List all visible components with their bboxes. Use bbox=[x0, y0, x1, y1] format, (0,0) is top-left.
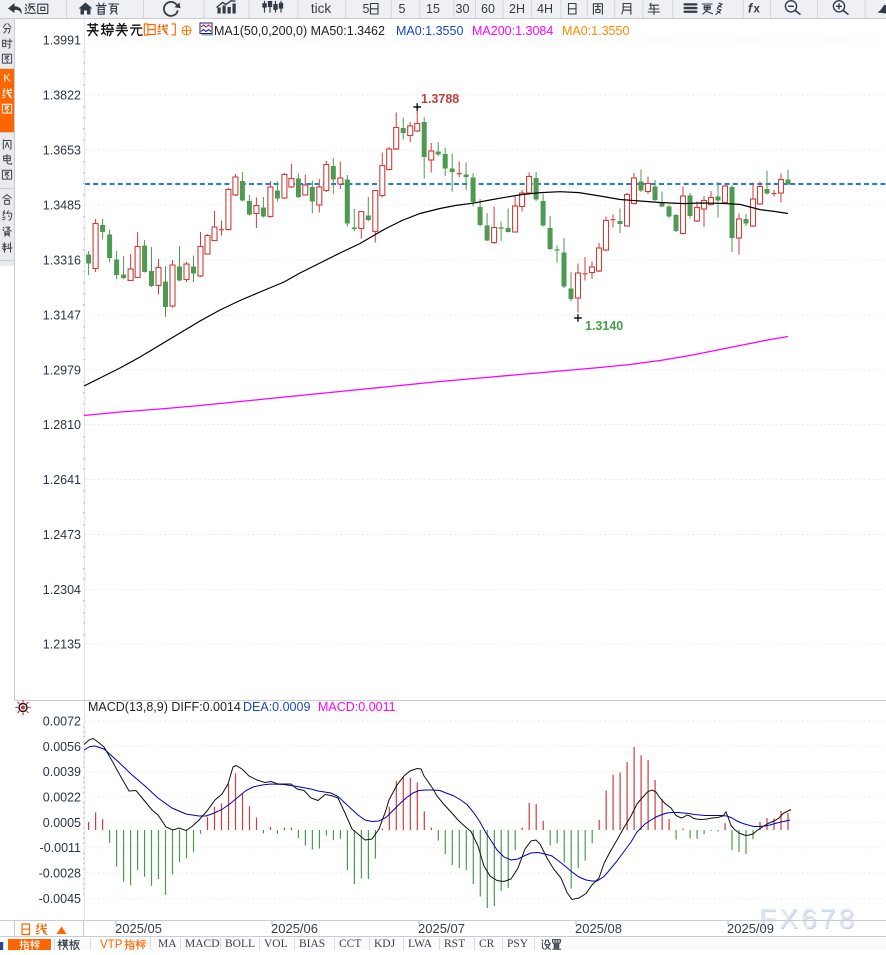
svg-text:CR: CR bbox=[479, 938, 495, 950]
svg-text:LWA: LWA bbox=[408, 938, 433, 950]
svg-text:FX678: FX678 bbox=[759, 903, 858, 934]
svg-text:5: 5 bbox=[399, 2, 406, 16]
svg-text:MA200:1.3084: MA200:1.3084 bbox=[472, 24, 553, 38]
svg-text:DEA:0.0009: DEA:0.0009 bbox=[243, 700, 310, 714]
svg-text:1.2473: 1.2473 bbox=[43, 528, 81, 542]
svg-text:BOLL: BOLL bbox=[225, 938, 255, 950]
svg-text:1.3316: 1.3316 bbox=[43, 254, 81, 268]
svg-text:1.3653: 1.3653 bbox=[43, 144, 81, 158]
svg-text:0.0039: 0.0039 bbox=[43, 765, 81, 779]
svg-text:MACD(13,8,9) DIFF:0.0014: MACD(13,8,9) DIFF:0.0014 bbox=[88, 700, 241, 714]
svg-text:5: 5 bbox=[363, 2, 370, 16]
svg-text:4H: 4H bbox=[537, 2, 553, 16]
svg-text:0.0005: 0.0005 bbox=[43, 816, 81, 830]
svg-text:1.3991: 1.3991 bbox=[43, 34, 81, 48]
svg-text:tick: tick bbox=[311, 1, 332, 16]
svg-text:K: K bbox=[3, 73, 11, 85]
svg-text:1.2979: 1.2979 bbox=[43, 364, 81, 378]
svg-text:1.2135: 1.2135 bbox=[43, 638, 81, 652]
svg-text:2025/05: 2025/05 bbox=[115, 921, 162, 936]
svg-text:0.0022: 0.0022 bbox=[43, 791, 81, 805]
svg-text:60: 60 bbox=[481, 2, 495, 16]
svg-text:FX678: FX678 bbox=[760, 904, 859, 935]
svg-text:x: x bbox=[754, 4, 761, 16]
svg-text:MACD:0.0011: MACD:0.0011 bbox=[318, 700, 396, 714]
svg-text:15: 15 bbox=[426, 2, 440, 16]
svg-text:VOL: VOL bbox=[264, 938, 288, 950]
svg-text:-0.0011: -0.0011 bbox=[40, 841, 82, 855]
svg-text:1.3822: 1.3822 bbox=[43, 89, 81, 103]
svg-text:1.3140: 1.3140 bbox=[585, 319, 623, 333]
svg-text:0.0072: 0.0072 bbox=[43, 715, 81, 729]
svg-text:CCT: CCT bbox=[339, 938, 361, 950]
svg-text:PSY: PSY bbox=[507, 938, 529, 950]
svg-text:f: f bbox=[748, 2, 754, 16]
svg-text:VTP: VTP bbox=[100, 939, 123, 950]
svg-text:2H: 2H bbox=[509, 2, 525, 16]
svg-text:MA0:1.3550: MA0:1.3550 bbox=[396, 24, 463, 38]
svg-text:1.3788: 1.3788 bbox=[421, 92, 459, 106]
svg-text:1.3147: 1.3147 bbox=[43, 309, 81, 323]
svg-text:1.2810: 1.2810 bbox=[43, 418, 81, 432]
svg-text:KDJ: KDJ bbox=[374, 938, 396, 950]
svg-text:MA1(50,0,200,0) MA50:1.3462: MA1(50,0,200,0) MA50:1.3462 bbox=[214, 24, 385, 38]
svg-text:RST: RST bbox=[444, 938, 465, 950]
svg-text:1.3485: 1.3485 bbox=[43, 199, 81, 213]
svg-text:MACD: MACD bbox=[185, 938, 220, 950]
svg-text:-0.0028: -0.0028 bbox=[39, 867, 81, 881]
svg-text:BIAS: BIAS bbox=[299, 938, 325, 950]
svg-text:0.0056: 0.0056 bbox=[43, 740, 81, 754]
svg-text:MA0:1.3550: MA0:1.3550 bbox=[562, 24, 629, 38]
svg-text:1.2304: 1.2304 bbox=[43, 583, 81, 597]
svg-text:1.2641: 1.2641 bbox=[43, 473, 81, 487]
svg-text:2025/09: 2025/09 bbox=[727, 921, 774, 936]
svg-text:2025/07: 2025/07 bbox=[418, 921, 465, 936]
svg-text:2025/08: 2025/08 bbox=[575, 921, 622, 936]
svg-text:-0.0045: -0.0045 bbox=[39, 892, 81, 906]
svg-text:2025/06: 2025/06 bbox=[271, 921, 318, 936]
svg-text:MA: MA bbox=[158, 938, 177, 950]
svg-text:30: 30 bbox=[456, 2, 470, 16]
